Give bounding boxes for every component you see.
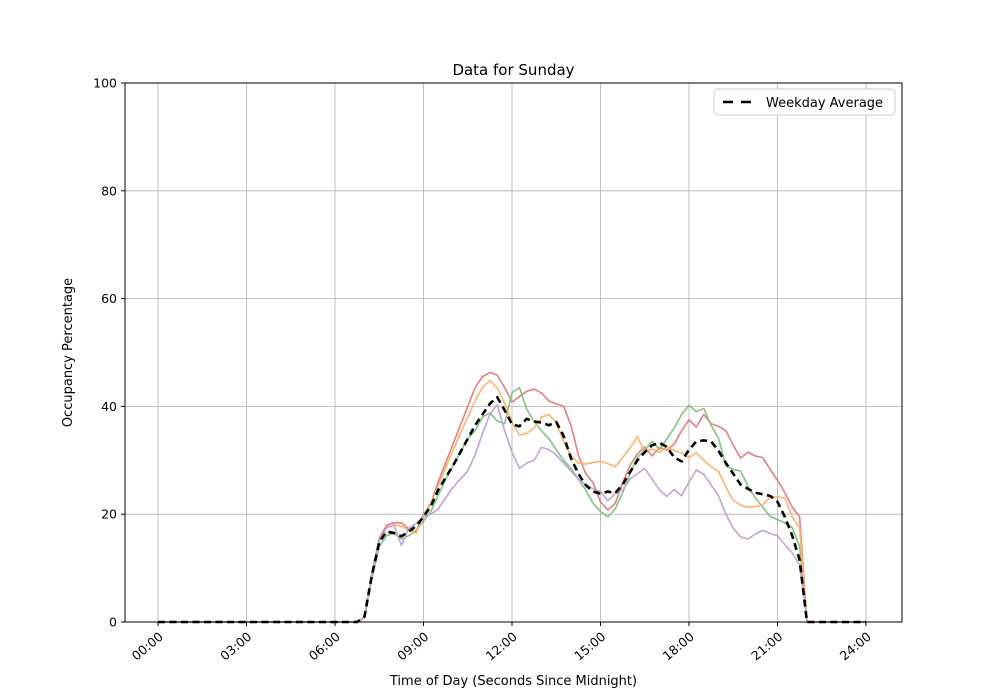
y-tick-label: 40 (101, 399, 117, 414)
x-tick-label: 18:00 (660, 629, 697, 664)
legend-box (713, 88, 896, 116)
y-tick-label: 100 (93, 76, 117, 91)
y-tick-label: 0 (109, 615, 117, 630)
legend-label: Weekday Average (766, 96, 883, 111)
y-tick-label: 60 (101, 291, 117, 306)
x-axis-label: Time of Day (Seconds Since Midnight) (389, 674, 637, 689)
chart-title: Data for Sunday (452, 61, 574, 79)
x-tick-label: 03:00 (217, 629, 254, 664)
x-tick-label: 21:00 (748, 629, 785, 664)
y-tick-label: 80 (101, 183, 117, 198)
x-tick-label: 12:00 (483, 629, 520, 664)
x-tick-label: 00:00 (129, 629, 166, 664)
axes-border (124, 82, 903, 623)
tick-marks-and-labels: 00:00 03:00 06:00 09:00 12:00 15:00 18:00 21:00… (93, 76, 874, 664)
x-tick-label: 06:00 (306, 629, 343, 664)
plot-spines (124, 82, 903, 623)
x-tick-label: 09:00 (394, 629, 431, 664)
x-tick-label: 24:00 (837, 629, 874, 664)
y-axis-label: Occupancy Percentage (61, 278, 76, 427)
x-tick-label: 15:00 (571, 629, 608, 664)
legend: Weekday Average (713, 88, 896, 116)
y-tick-label: 20 (101, 507, 117, 522)
gridlines (125, 82, 902, 623)
